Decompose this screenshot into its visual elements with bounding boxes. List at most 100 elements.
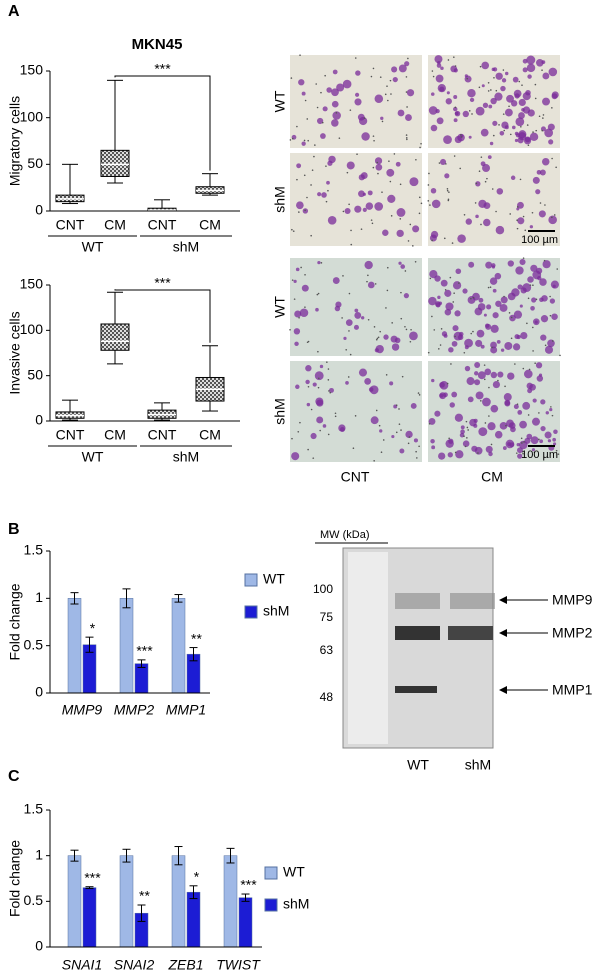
significance-bracket xyxy=(114,75,211,171)
cell xyxy=(326,180,330,185)
cell xyxy=(539,297,544,303)
pore xyxy=(505,424,507,427)
pore xyxy=(300,266,302,269)
pore xyxy=(375,409,378,412)
cell xyxy=(509,442,515,448)
pore xyxy=(498,124,500,126)
pore xyxy=(446,189,449,192)
pore xyxy=(324,74,326,77)
cell xyxy=(510,175,516,181)
scale-label: 100 µm xyxy=(521,449,558,461)
pore xyxy=(529,284,532,286)
cell xyxy=(462,288,468,294)
pore xyxy=(532,350,534,352)
cell xyxy=(429,270,438,279)
pore xyxy=(549,314,552,317)
pore xyxy=(520,125,522,128)
pore xyxy=(326,361,328,363)
pore xyxy=(490,89,492,91)
pore xyxy=(375,338,378,341)
cell xyxy=(296,201,304,210)
pore xyxy=(453,155,456,157)
cell xyxy=(483,218,491,227)
cell xyxy=(355,70,361,76)
pore xyxy=(314,144,316,146)
blot-band xyxy=(395,593,440,609)
pore xyxy=(418,212,421,215)
pore xyxy=(534,83,537,86)
cell xyxy=(519,304,523,308)
pore xyxy=(373,459,375,462)
cell xyxy=(439,86,445,92)
cell xyxy=(453,331,463,341)
x-tick-label: SNAI2 xyxy=(114,957,155,973)
y-tick-label: 0.5 xyxy=(24,636,44,652)
pore xyxy=(372,166,375,169)
pore xyxy=(349,109,352,111)
cell xyxy=(551,313,558,321)
pore xyxy=(346,171,349,174)
pore xyxy=(559,354,561,357)
cell xyxy=(550,280,559,289)
cell xyxy=(467,296,476,304)
cell xyxy=(513,310,523,319)
cell xyxy=(358,368,368,377)
pore xyxy=(415,158,417,161)
pore xyxy=(557,453,560,455)
cell xyxy=(386,168,395,177)
cell xyxy=(436,117,444,125)
x-tick-label: CM xyxy=(199,217,221,233)
pore xyxy=(484,422,487,424)
pore xyxy=(292,230,295,232)
cell xyxy=(475,339,483,347)
significance: *** xyxy=(84,869,101,885)
pore xyxy=(372,135,375,137)
cell xyxy=(438,452,446,460)
pore xyxy=(535,298,538,301)
cell xyxy=(395,161,401,167)
cell xyxy=(539,439,544,444)
y-tick-label: 100 xyxy=(20,108,44,124)
cell xyxy=(482,164,491,173)
pore xyxy=(453,56,455,58)
pore xyxy=(316,293,319,296)
mw-marker: 48 xyxy=(320,690,334,704)
cell xyxy=(398,261,402,265)
pore xyxy=(298,211,300,213)
bar xyxy=(223,855,238,948)
cell xyxy=(500,85,506,92)
cell xyxy=(490,97,497,105)
cell xyxy=(510,426,516,433)
pore xyxy=(527,297,530,300)
cell xyxy=(375,163,383,171)
lane-label: WT xyxy=(407,757,429,773)
pore xyxy=(514,363,516,365)
cell xyxy=(396,229,404,238)
pore xyxy=(446,382,449,385)
cell xyxy=(296,163,302,169)
bar xyxy=(186,891,201,948)
box xyxy=(100,149,130,177)
pore xyxy=(516,219,518,222)
cell xyxy=(489,141,494,146)
cell xyxy=(406,89,415,97)
pore xyxy=(522,215,525,218)
cell xyxy=(361,132,370,141)
pore xyxy=(409,340,412,343)
cell xyxy=(504,341,513,350)
pore xyxy=(522,452,524,455)
pore xyxy=(509,133,512,136)
cell xyxy=(499,304,508,312)
pore xyxy=(551,107,553,109)
cell xyxy=(338,424,346,432)
y-tick-label: 50 xyxy=(27,366,43,382)
pore xyxy=(325,165,327,167)
panel-label: A xyxy=(8,3,20,20)
pore xyxy=(488,386,490,389)
pore xyxy=(407,57,409,60)
cell xyxy=(355,92,360,97)
pore xyxy=(502,113,505,115)
cell xyxy=(536,375,544,382)
pore xyxy=(428,422,431,425)
ladder-lane xyxy=(348,552,388,744)
